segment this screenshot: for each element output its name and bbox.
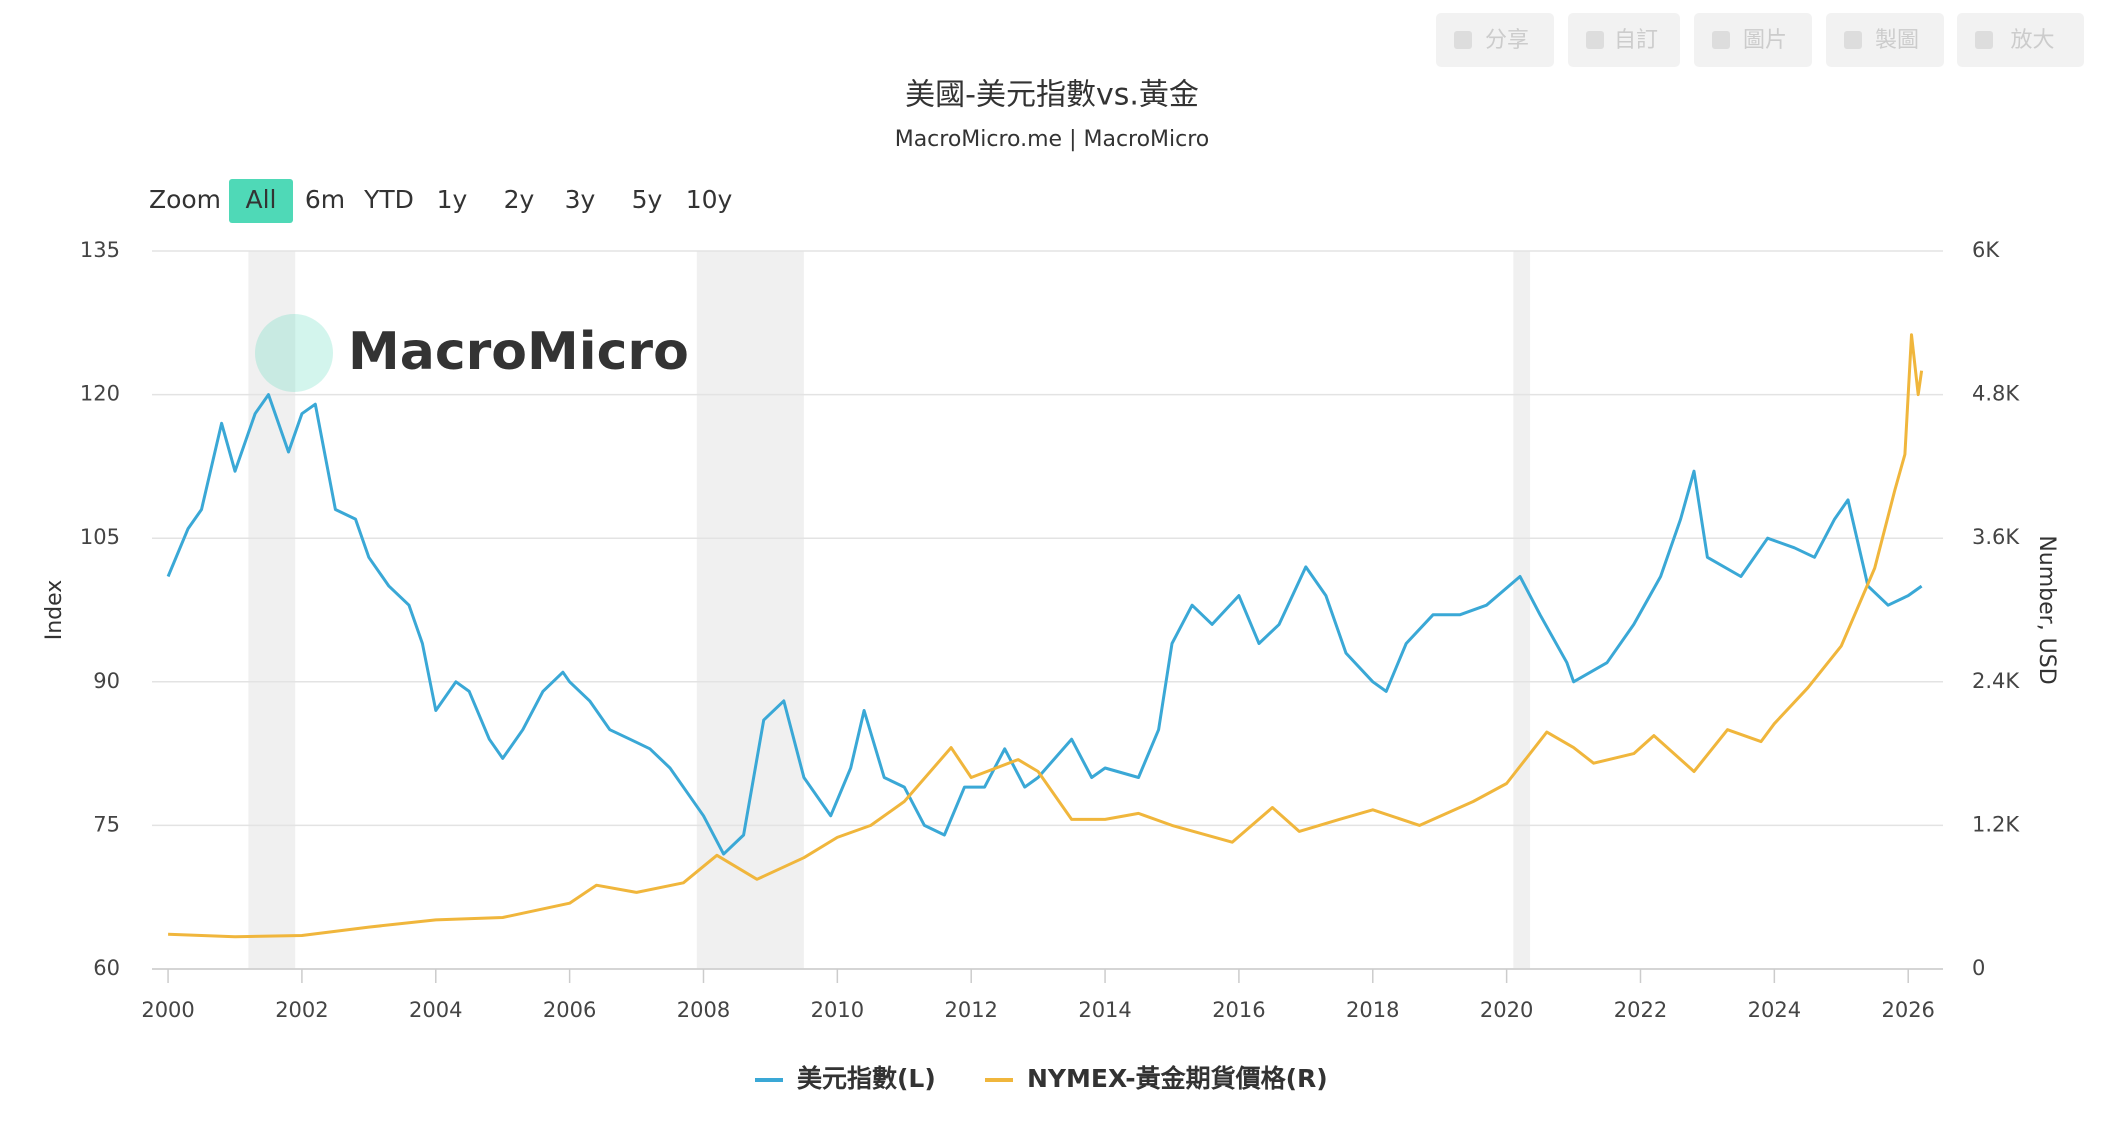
x-tick-label: 2012 <box>944 998 997 1022</box>
x-tick-label: 2024 <box>1748 998 1801 1022</box>
y2-tick-label: 4.8K <box>1972 382 2020 406</box>
toolbar-label: 分享 <box>1485 28 1529 53</box>
range-label[interactable]: YTD <box>363 185 414 214</box>
y-tick-label: 135 <box>80 238 120 262</box>
y2-tick-label: 6K <box>1972 238 2000 262</box>
y2-axis-title: Number, USD <box>2034 535 2059 684</box>
range-label[interactable]: 2y <box>504 185 535 214</box>
toolbar-label: 放大 <box>2010 28 2054 53</box>
recession-band <box>248 251 296 969</box>
x-tick-label: 2008 <box>677 998 730 1022</box>
toolbar-icon <box>1712 31 1730 49</box>
range-label[interactable]: All <box>246 185 277 214</box>
x-tick-label: 2010 <box>811 998 864 1022</box>
x-tick-label: 2018 <box>1346 998 1399 1022</box>
range-label[interactable]: 1y <box>437 185 468 214</box>
toolbar-label: 自訂 <box>1614 28 1658 53</box>
toolbar-button[interactable] <box>1568 13 1680 67</box>
range-label[interactable]: 6m <box>305 185 345 214</box>
toolbar-label: 圖片 <box>1743 28 1787 53</box>
toolbar-button[interactable] <box>1957 13 2084 67</box>
y-tick-label: 60 <box>93 956 120 980</box>
y2-tick-label: 0 <box>1972 956 1985 980</box>
recession-band <box>1513 251 1531 969</box>
toolbar-icon <box>1586 31 1604 49</box>
legend-label[interactable]: 美元指數(L) <box>797 1064 936 1093</box>
legend-label[interactable]: NYMEX-黃金期貨價格(R) <box>1027 1064 1328 1093</box>
toolbar-icon <box>1454 31 1472 49</box>
x-tick-label: 2000 <box>141 998 194 1022</box>
x-tick-label: 2004 <box>409 998 462 1022</box>
chart-subtitle: MacroMicro.me | MacroMicro <box>895 127 1210 152</box>
x-tick-label: 2006 <box>543 998 596 1022</box>
chart-title: 美國-美元指數vs.黃金 <box>905 78 1199 113</box>
series-line <box>166 393 1923 856</box>
x-tick-label: 2016 <box>1212 998 1265 1022</box>
y-tick-label: 90 <box>93 669 120 693</box>
range-label[interactable]: 3y <box>565 185 596 214</box>
range-button[interactable] <box>229 179 293 223</box>
toolbar-icon <box>1975 31 1993 49</box>
zoom-label: Zoom <box>149 185 221 214</box>
toolbar-icon <box>1844 31 1862 49</box>
y-tick-label: 75 <box>93 812 120 836</box>
toolbar-button[interactable] <box>1826 13 1944 67</box>
y2-tick-label: 2.4K <box>1972 669 2020 693</box>
recession-band <box>696 251 804 969</box>
y-axis-title: Index <box>42 580 67 641</box>
toolbar-label: 製圖 <box>1875 28 1919 53</box>
y2-tick-label: 3.6K <box>1972 525 2020 549</box>
x-tick-label: 2022 <box>1614 998 1667 1022</box>
y2-tick-label: 1.2K <box>1972 812 2020 836</box>
watermark-logo <box>255 314 333 392</box>
toolbar-button[interactable] <box>1694 13 1812 67</box>
range-label[interactable]: 5y <box>632 185 663 214</box>
y-tick-label: 105 <box>80 525 120 549</box>
x-tick-label: 2014 <box>1078 998 1131 1022</box>
series-line <box>168 333 1924 939</box>
x-tick-label: 2026 <box>1881 998 1934 1022</box>
y-tick-label: 120 <box>80 382 120 406</box>
x-tick-label: 2020 <box>1480 998 1533 1022</box>
x-tick-label: 2002 <box>275 998 328 1022</box>
toolbar-button[interactable] <box>1436 13 1554 67</box>
range-label[interactable]: 10y <box>686 185 733 214</box>
watermark: MacroMicro <box>348 322 689 382</box>
